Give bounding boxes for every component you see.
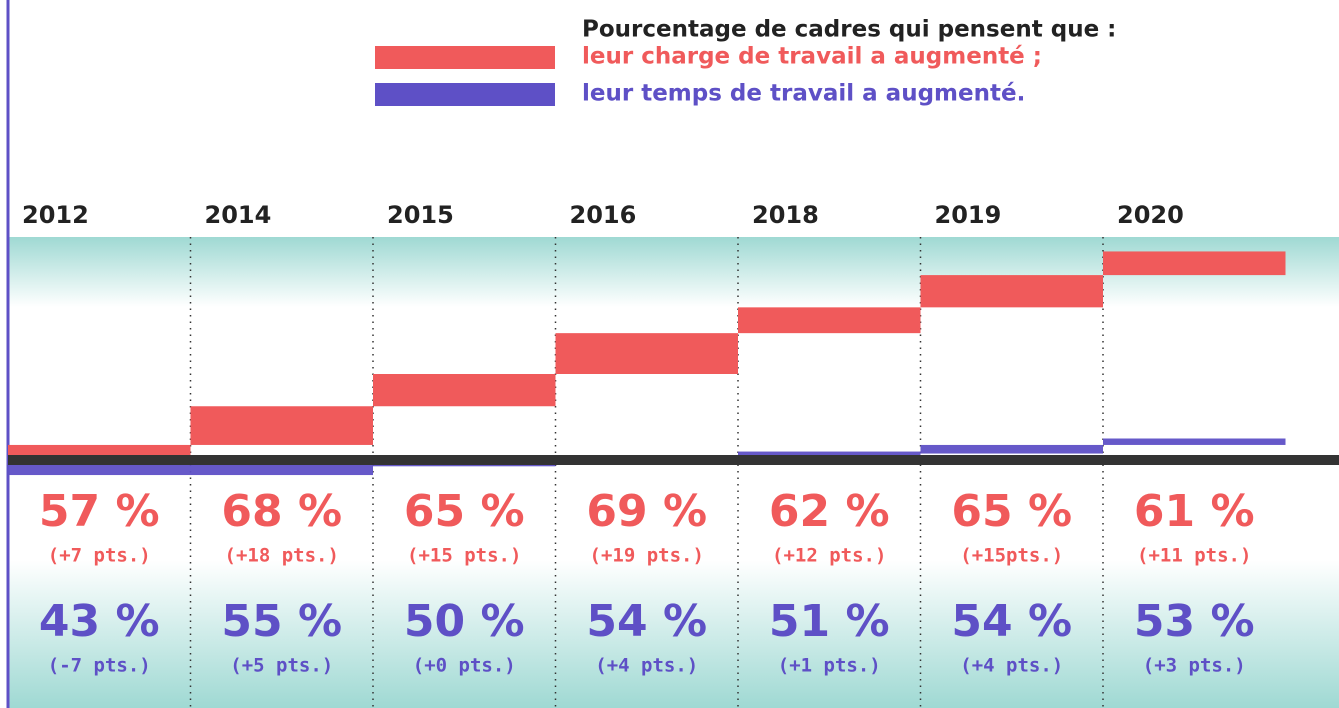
band-bottom (8, 560, 1339, 708)
change-label: (-7 pts.) (48, 655, 151, 677)
legend-swatch (375, 46, 555, 69)
change-label: (+18 pts.) (225, 545, 339, 567)
change-label: (+0 pts.) (413, 655, 516, 677)
change-label: (+19 pts.) (590, 545, 704, 567)
bar (555, 333, 738, 374)
x-tick-label: 2012 (22, 201, 89, 229)
change-label: (+3 pts.) (1143, 655, 1246, 677)
bar (1103, 438, 1286, 445)
bar (920, 444, 1103, 454)
value-label: 51 % (769, 596, 890, 647)
change-label: (+5 pts.) (230, 655, 333, 677)
change-label: (+12 pts.) (772, 545, 886, 567)
value-label: 53 % (1134, 596, 1255, 647)
x-tick-label: 2019 (935, 201, 1002, 229)
value-label: 54 % (951, 596, 1072, 647)
bar (190, 464, 373, 476)
change-label: (+15pts.) (960, 545, 1063, 567)
x-tick-label: 2016 (570, 201, 637, 229)
bar (738, 451, 921, 456)
bar (373, 374, 556, 407)
value-label: 50 % (404, 596, 525, 647)
bar (190, 406, 373, 445)
legend-label: leur charge de travail a augmenté ; (582, 44, 1042, 70)
change-label: (+1 pts.) (778, 655, 881, 677)
x-tick-label: 2014 (205, 201, 272, 229)
change-label: (+4 pts.) (595, 655, 698, 677)
value-label: 62 % (769, 486, 890, 537)
legend-label: leur temps de travail a augmenté. (582, 81, 1025, 107)
change-label: (+4 pts.) (960, 655, 1063, 677)
legend-swatch (375, 83, 555, 106)
change-label: (+15 pts.) (407, 545, 521, 567)
x-tick-label: 2018 (752, 201, 819, 229)
value-label: 54 % (586, 596, 707, 647)
change-label: (+11 pts.) (1137, 545, 1251, 567)
value-label: 57 % (39, 486, 160, 537)
value-label: 55 % (221, 596, 342, 647)
value-label: 69 % (586, 486, 707, 537)
value-label: 68 % (221, 486, 342, 537)
value-label: 65 % (404, 486, 525, 537)
baseline (8, 455, 1339, 465)
bar (1103, 251, 1286, 276)
x-tick-label: 2015 (387, 201, 454, 229)
x-tick-label: 2020 (1117, 201, 1184, 229)
change-label: (+7 pts.) (48, 545, 151, 567)
value-label: 61 % (1134, 486, 1255, 537)
legend-title: Pourcentage de cadres qui pensent que : (582, 17, 1116, 43)
bar (738, 307, 921, 334)
value-label: 65 % (951, 486, 1072, 537)
bar (920, 275, 1103, 308)
value-label: 43 % (39, 596, 160, 647)
